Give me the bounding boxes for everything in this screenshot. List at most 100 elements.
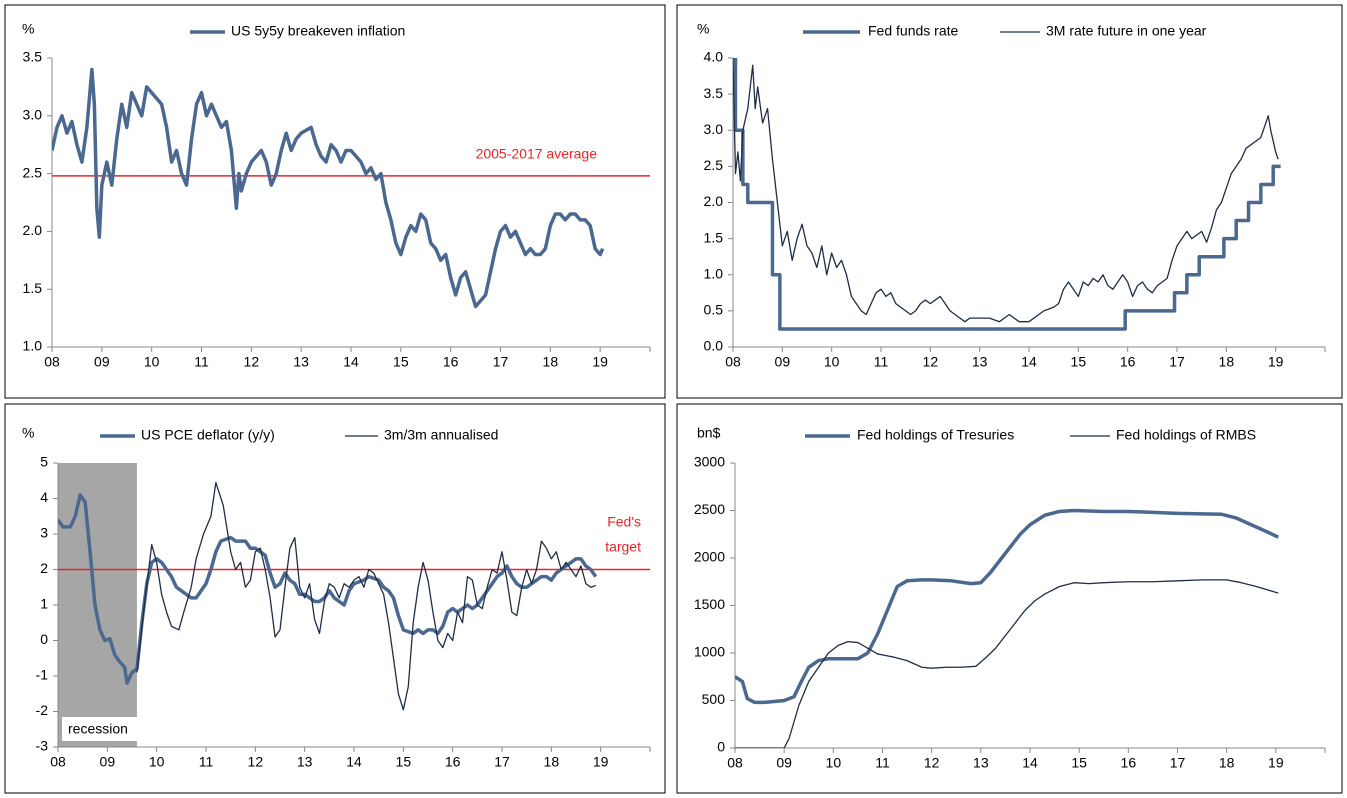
x-tick-label: 14: [1021, 354, 1037, 370]
x-tick-label: 15: [1071, 354, 1087, 370]
y-tick-label: 2.5: [23, 164, 43, 180]
panel-frame: [676, 4, 1343, 399]
x-tick-label: 10: [824, 354, 840, 370]
x-tick-label: 08: [725, 354, 741, 370]
y-tick-label: 2500: [694, 501, 725, 517]
y-tick-label: 1000: [694, 644, 725, 660]
x-tick-label: 12: [244, 354, 260, 370]
y-tick-label: -3: [36, 738, 49, 754]
x-tick-label: 16: [445, 754, 461, 770]
y-tick-label: 2.0: [23, 222, 43, 238]
y-tick-label: 1: [40, 596, 48, 612]
y-tick-label: 2.5: [704, 157, 724, 173]
x-tick-label: 17: [494, 754, 510, 770]
shaded-label: recession: [68, 721, 128, 737]
y-unit-label: %: [22, 425, 34, 441]
x-tick-label: 14: [343, 354, 359, 370]
y-unit-label: %: [22, 21, 34, 37]
x-tick-label: 13: [973, 755, 989, 771]
x-tick-label: 17: [1170, 755, 1186, 771]
y-tick-label: 500: [702, 691, 726, 707]
series-line: [136, 481, 596, 711]
series-line: [735, 579, 1279, 748]
x-tick-label: 19: [1268, 755, 1284, 771]
x-tick-label: 18: [1219, 755, 1235, 771]
y-tick-label: -2: [36, 702, 49, 718]
x-tick-label: 19: [1268, 354, 1284, 370]
y-tick-label: 2: [40, 560, 48, 576]
y-tick-label: 4.0: [704, 49, 724, 65]
series-line: [52, 67, 605, 309]
x-tick-label: 12: [923, 354, 939, 370]
series-line: [733, 58, 1281, 331]
y-unit-label: %: [697, 21, 709, 37]
series-line: [733, 58, 1279, 323]
y-tick-label: 0.0: [704, 338, 724, 354]
y-tick-label: 2.0: [704, 193, 724, 209]
x-tick-label: 18: [543, 354, 559, 370]
x-tick-label: 12: [248, 754, 264, 770]
y-tick-label: 5: [40, 454, 48, 470]
x-tick-label: 16: [443, 354, 459, 370]
legend-label: 3m/3m annualised: [384, 427, 498, 443]
x-tick-label: 15: [393, 354, 409, 370]
y-tick-label: 0: [717, 739, 725, 755]
legend-label: Fed funds rate: [868, 23, 958, 39]
x-tick-label: 08: [44, 354, 60, 370]
y-tick-label: 1.5: [704, 229, 724, 245]
x-tick-label: 18: [1219, 354, 1235, 370]
legend-label: US 5y5y breakeven inflation: [231, 23, 405, 39]
shaded-label-bg: [62, 717, 146, 741]
x-tick-label: 11: [874, 354, 889, 370]
reference-label: 2005-2017 average: [476, 146, 598, 162]
shaded-region: [58, 463, 137, 747]
y-tick-label: 0: [40, 631, 48, 647]
x-tick-label: 17: [1169, 354, 1185, 370]
legend-label: Fed holdings of Tresuries: [857, 427, 1014, 443]
x-tick-label: 18: [544, 754, 560, 770]
x-tick-label: 16: [1120, 354, 1136, 370]
x-tick-label: 12: [924, 755, 940, 771]
x-tick-label: 13: [297, 754, 313, 770]
legend-label: Fed holdings of RMBS: [1116, 427, 1256, 443]
y-tick-label: 0.5: [704, 302, 724, 318]
y-tick-label: 4: [40, 489, 48, 505]
series-line: [735, 508, 1280, 705]
y-tick-label: 1500: [694, 596, 725, 612]
x-tick-label: 08: [50, 754, 66, 770]
y-tick-label: 3.5: [23, 49, 43, 65]
y-tick-label: 1.0: [23, 338, 43, 354]
y-tick-label: 3.5: [704, 85, 724, 101]
x-tick-label: 11: [194, 354, 209, 370]
x-tick-label: 17: [493, 354, 509, 370]
x-tick-label: 14: [1022, 755, 1038, 771]
y-tick-label: 3000: [694, 454, 725, 470]
x-tick-label: 16: [1121, 755, 1137, 771]
x-tick-label: 10: [149, 754, 165, 770]
y-tick-label: -1: [36, 667, 49, 683]
y-tick-label: 3: [40, 525, 48, 541]
y-tick-label: 3.0: [704, 121, 724, 137]
x-tick-label: 08: [727, 755, 743, 771]
x-tick-label: 13: [293, 354, 309, 370]
x-tick-label: 10: [826, 755, 842, 771]
y-unit-label: bn$: [697, 425, 721, 441]
panel-frame: [4, 4, 666, 399]
x-tick-label: 09: [775, 354, 791, 370]
panel-frame: [676, 403, 1343, 794]
y-tick-label: 1.5: [23, 280, 43, 296]
y-tick-label: 1.0: [704, 265, 724, 281]
x-tick-label: 14: [346, 754, 362, 770]
legend-label: US PCE deflator (y/y): [141, 427, 275, 443]
x-tick-label: 15: [396, 754, 412, 770]
x-tick-label: 11: [875, 755, 890, 771]
legend-label: 3M rate future in one year: [1046, 23, 1207, 39]
x-tick-label: 09: [776, 755, 792, 771]
y-tick-label: 3.0: [23, 107, 43, 123]
x-tick-label: 19: [592, 354, 608, 370]
reference-label: target: [605, 539, 641, 555]
reference-label: Fed's: [607, 514, 641, 530]
x-tick-label: 19: [593, 754, 609, 770]
x-tick-label: 11: [199, 754, 214, 770]
x-tick-label: 09: [94, 354, 110, 370]
